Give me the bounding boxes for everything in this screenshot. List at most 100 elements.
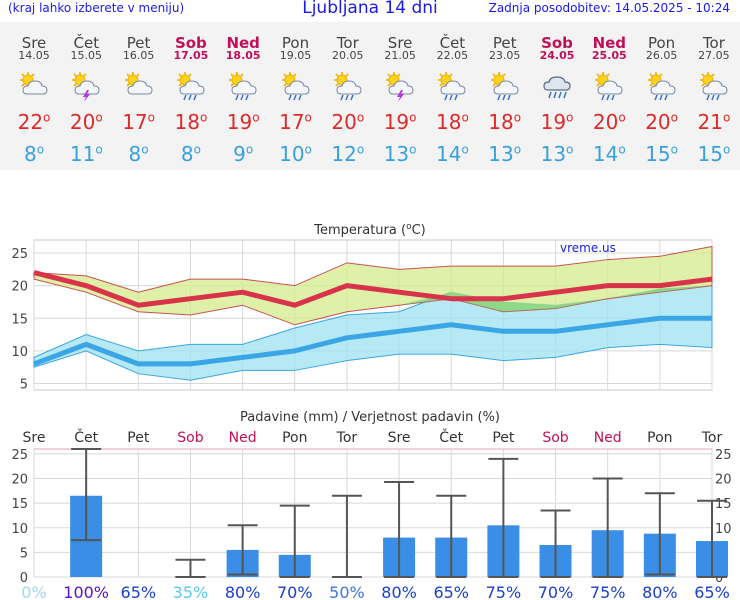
min-temperature-line [33,315,712,367]
min-temperature: 8o [128,142,149,166]
location-hint: (kraj lahko izberete v meniju) [8,1,185,15]
max-temperature: 20o [592,110,626,134]
day-axis-label: Ned [594,430,622,446]
sun-cloud-rain-icon [280,70,312,102]
y-tick-label: 15 [11,312,28,327]
day-date: 19.05 [279,49,312,62]
day-name: Tor [702,34,725,52]
sun-cloud-thunder-icon [384,70,416,102]
day-name: Sob [541,34,573,52]
y-tick-label-left: 10 [11,522,28,537]
y-tick-label-left: 25 [11,448,28,463]
max-temperature-line [33,270,713,308]
y-tick-label-right: 25 [715,448,732,463]
min-temperature: 14o [592,142,626,166]
y-tick-label: 25 [11,247,28,262]
day-axis-label: Pon [282,430,307,446]
page-title: Ljubljana 14 dni [302,0,438,18]
last-updated: Zadnja posodobitev: 14.05.2025 - 10:24 [488,1,730,15]
min-temperature: 13o [383,142,417,166]
y-tick-label-left: 15 [11,497,28,512]
temperature-chart: Temperatura (oC) 5 10 15 20 25 vreme.us [11,222,713,392]
min-temperature: 15o [645,142,678,166]
min-temperature: 9o [233,142,254,166]
day-name: Pon [281,34,310,52]
day-date: 21.05 [384,49,416,62]
day-name: Pon [647,34,676,52]
day-date: 15.05 [70,49,103,62]
sun-cloud-rain-icon [698,70,730,102]
day-date: 18.05 [225,49,261,62]
y-tick-label: 10 [11,345,28,360]
day-name: Ned [226,34,260,52]
day-date: 22.05 [436,49,469,62]
max-temperature: 20o [69,110,103,134]
precipitation-probability: 70% [277,583,313,600]
sun-cloud-rain-icon [593,70,625,102]
day-axis-label: Tor [701,430,723,446]
day-name: Tor [336,34,359,52]
sun-cloud-icon [18,70,50,102]
y-tick-label-left: 20 [11,473,28,488]
day-date: 25.05 [591,49,627,62]
day-axis-label: Sob [542,430,568,446]
precipitation-chart-title: Padavine (mm) / Verjetnost padavin (%) [240,410,500,425]
day-axis-label: Tor [336,430,358,446]
sun-cloud-rain-icon [646,70,678,102]
max-temperature: 19o [540,110,574,134]
max-temperature: 22o [17,110,51,134]
daily-forecast-strip: Sre 14.05 22o 8o Čet 15.05 20o 11o Pet 16.05 17o 8o… [0,22,740,170]
cloud-rain-icon [541,70,573,102]
precipitation-chart: Padavine (mm) / Verjetnost padavin (%) Sr… [11,410,732,600]
day-axis-label: Pet [492,430,515,446]
sun-cloud-rain-icon [175,70,207,102]
day-axis-label: Sre [388,430,411,446]
day-date: 24.05 [539,49,575,62]
day-name: Čet [73,34,100,52]
day-date: 20.05 [332,49,364,62]
min-temperature: 12o [331,142,365,166]
y-tick-label-right: 10 [715,522,732,537]
y-tick-label-left: 0 [20,571,28,586]
y-tick-label-left: 5 [20,546,28,561]
precipitation-probability: 80% [642,583,678,600]
min-temperature: 15o [697,142,731,166]
max-temperature: 17o [122,110,155,134]
max-temperature: 18o [174,110,208,134]
day-axis-label: Čet [74,428,98,446]
day-axis-label: Čet [439,428,463,446]
day-date: 14.05 [18,49,50,62]
precipitation-probability: 65% [433,583,469,600]
max-temperature: 21o [697,110,731,134]
precipitation-probability: 80% [381,583,417,600]
y-tick-label-right: 20 [715,473,732,488]
day-name: Sre [387,34,413,52]
min-temperature: 10o [279,142,312,166]
max-temperature: 19o [226,110,260,134]
max-temperature: 19o [383,110,417,134]
temperature-chart-title: Temperatura (oC) [313,222,425,238]
min-temperature: 11o [69,142,103,166]
precipitation-probability: 0% [21,583,46,600]
precipitation-probability: 100% [63,583,109,600]
day-date: 17.05 [173,49,209,62]
partly-cloudy-icon [123,70,155,102]
min-temperature: 14o [435,142,469,166]
day-axis-label: Pet [127,430,150,446]
day-name: Sob [174,34,207,52]
max-temperature: 18o [488,110,522,134]
day-date: 26.05 [645,49,678,62]
day-date: 16.05 [122,49,155,62]
day-name: Pet [126,34,151,52]
sun-cloud-rain-icon [332,70,364,102]
precipitation-probability: 75% [486,583,522,600]
precipitation-probability: 80% [225,583,261,600]
day-axis-label: Sre [23,430,46,446]
precipitation-probability: 70% [538,583,574,600]
sun-cloud-thunder-icon [70,70,102,102]
sun-cloud-rain-icon [436,70,468,102]
watermark-vreme-us: vreme.us [560,241,616,255]
sun-cloud-rain-icon [489,70,521,102]
min-temperature: 8o [23,142,45,166]
y-tick-label: 5 [20,377,28,392]
